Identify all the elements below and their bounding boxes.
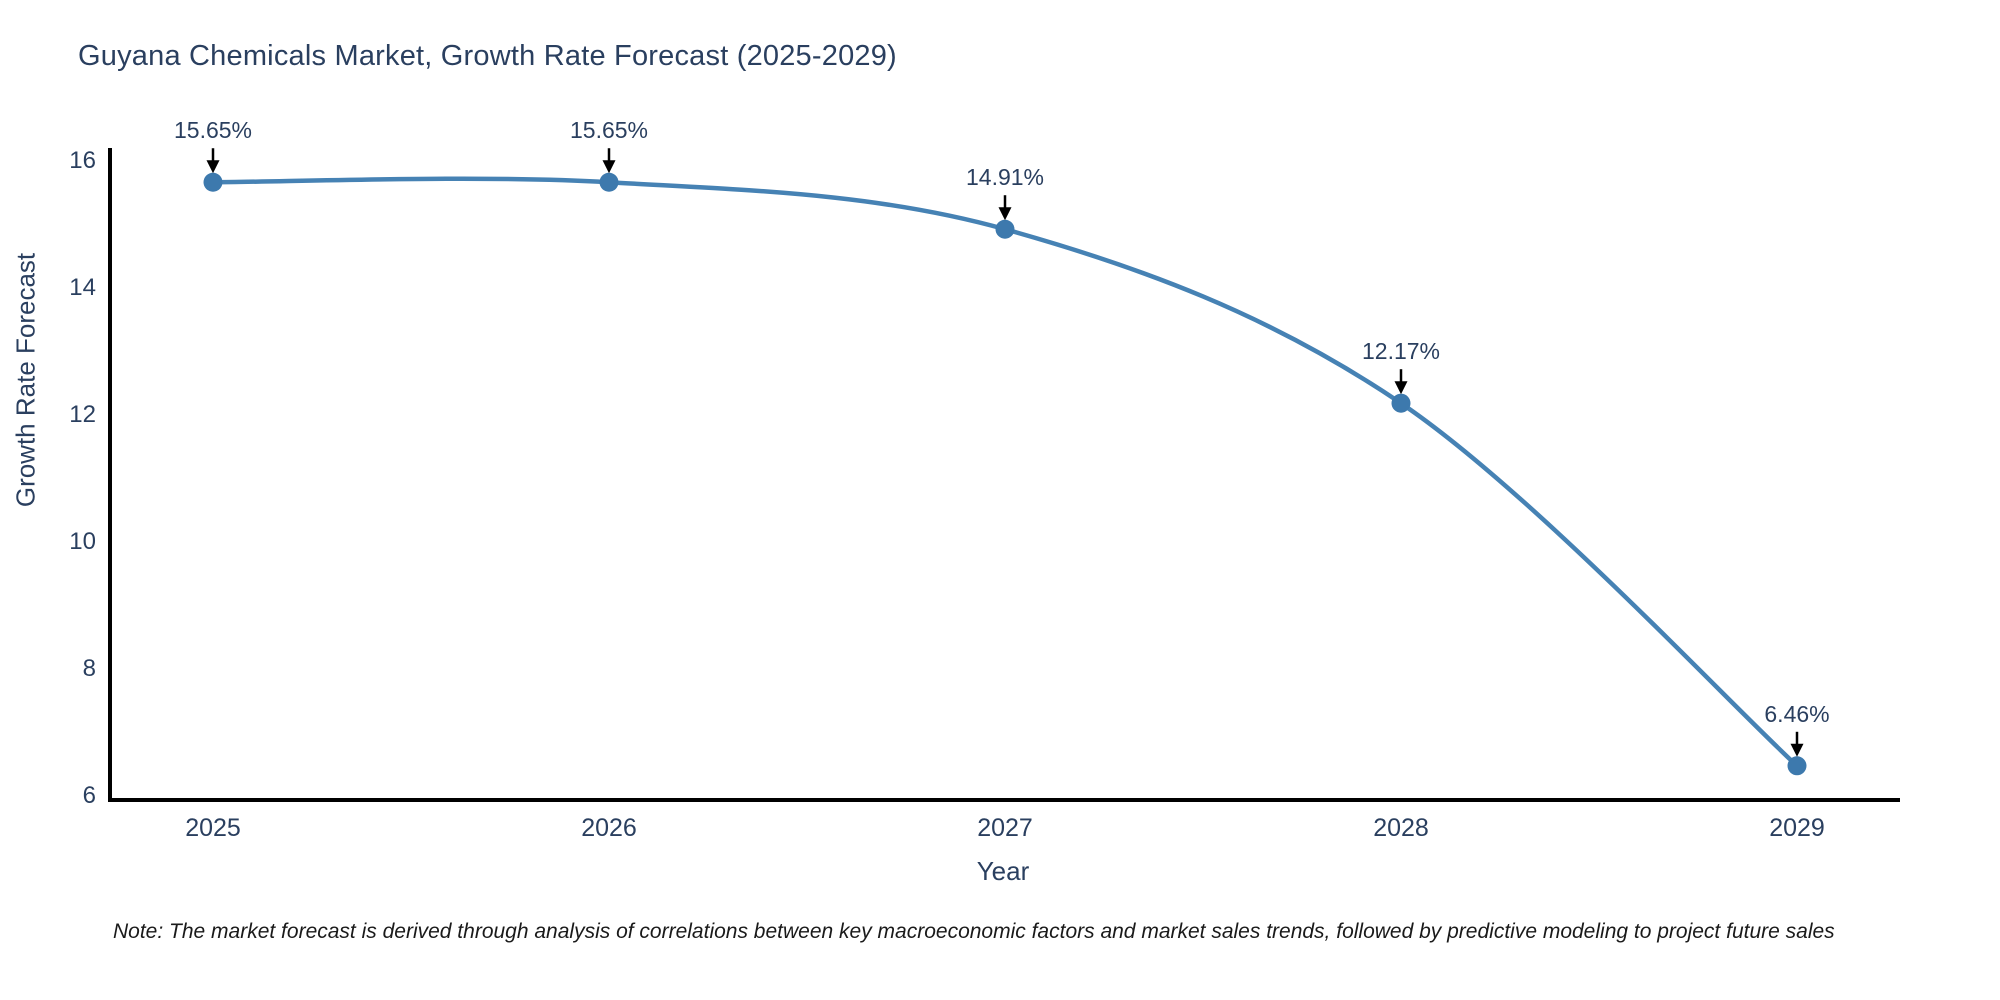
footnote: Note: The market forecast is derived thr… [113, 920, 1835, 943]
y-axis-spine [108, 148, 112, 802]
annotation-arrow-head [602, 160, 616, 174]
annotation-arrow-head [1790, 743, 1804, 757]
data-point-marker [995, 219, 1015, 239]
y-tick-label: 12 [69, 401, 96, 428]
data-point-marker [1787, 756, 1807, 776]
annotation-arrow-head [1394, 381, 1408, 395]
y-tick-label: 6 [83, 782, 96, 809]
y-tick-label: 10 [69, 528, 96, 555]
annotation-label: 6.46% [1764, 701, 1829, 727]
data-point-marker [203, 172, 223, 192]
annotation-label: 15.65% [570, 117, 648, 143]
x-tick-label: 2025 [185, 814, 241, 842]
x-axis-title: Year [976, 856, 1030, 886]
x-tick-label: 2027 [977, 814, 1033, 842]
x-axis-spine [108, 798, 1900, 802]
y-tick-label: 16 [69, 147, 96, 174]
chart-title: Guyana Chemicals Market, Growth Rate For… [78, 40, 897, 72]
annotation-arrow-head [998, 207, 1012, 221]
data-point-marker [599, 172, 619, 192]
x-tick-label: 2026 [581, 814, 637, 842]
data-point-marker [1391, 393, 1411, 413]
annotation-label: 15.65% [174, 117, 252, 143]
annotation-label: 12.17% [1362, 338, 1440, 364]
annotation-label: 14.91% [966, 164, 1044, 190]
annotation-arrow-head [206, 160, 220, 174]
trend-line [210, 176, 1800, 769]
x-tick-label: 2029 [1769, 814, 1825, 842]
x-tick-label: 2028 [1373, 814, 1429, 842]
y-tick-label: 8 [83, 655, 96, 682]
y-tick-label: 14 [69, 274, 96, 301]
